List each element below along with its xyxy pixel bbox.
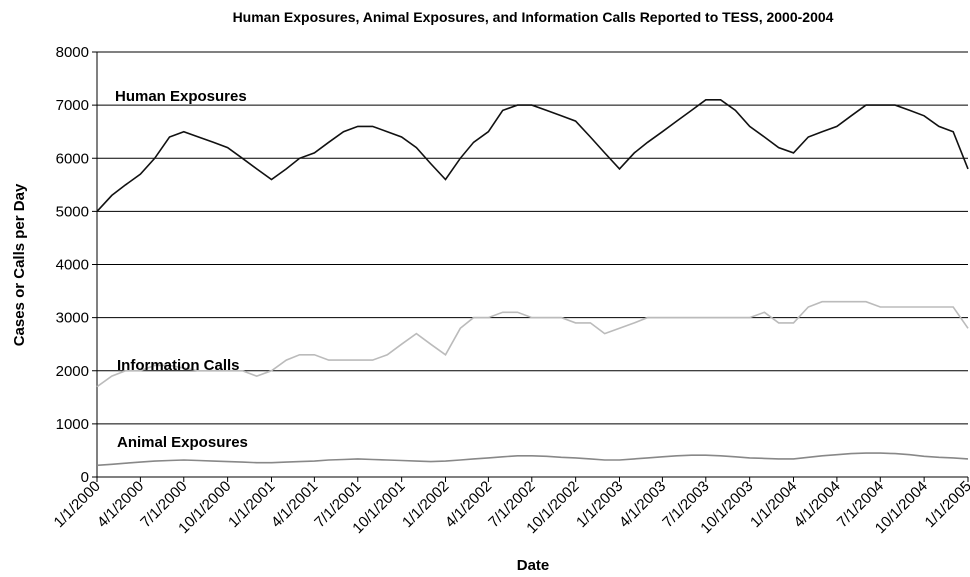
y-tick-label: 4000 xyxy=(56,257,89,274)
y-tick-label: 0 xyxy=(81,469,89,486)
series-label: Human Exposures xyxy=(115,88,247,105)
x-tick-label: 4/1/2000 xyxy=(94,478,147,531)
y-tick-label: 7000 xyxy=(56,97,89,114)
x-tick-label: 1/1/2003 xyxy=(573,478,626,531)
chart-title: Human Exposures, Animal Exposures, and I… xyxy=(233,9,834,25)
y-tick-label: 3000 xyxy=(56,310,89,327)
y-tick-label: 6000 xyxy=(56,150,89,167)
y-axis-title: Cases or Calls per Day xyxy=(11,183,28,346)
x-tick-label: 4/1/2003 xyxy=(616,478,669,531)
x-tick-label: 4/1/2002 xyxy=(442,478,495,531)
x-tick-label: 1/1/2005 xyxy=(922,478,970,531)
x-tick-label: 1/1/2004 xyxy=(747,478,800,531)
y-tick-label: 8000 xyxy=(56,44,89,61)
x-tick-label: 1/1/2002 xyxy=(399,478,452,531)
series-line xyxy=(96,452,969,467)
x-tick-label: 4/1/2004 xyxy=(790,478,843,531)
series-label: Animal Exposures xyxy=(117,434,248,451)
y-tick-label: 1000 xyxy=(56,416,89,433)
x-axis-title: Date xyxy=(517,557,550,574)
x-tick-label: 1/1/2001 xyxy=(225,478,278,531)
series-line xyxy=(96,99,969,212)
x-tick-label: 4/1/2001 xyxy=(268,478,321,531)
x-tick-label: 1/1/2000 xyxy=(51,478,104,531)
series-label: Information Calls xyxy=(117,357,240,374)
y-tick-label: 2000 xyxy=(56,363,89,380)
series-line xyxy=(96,300,969,388)
y-tick-label: 5000 xyxy=(56,203,89,220)
